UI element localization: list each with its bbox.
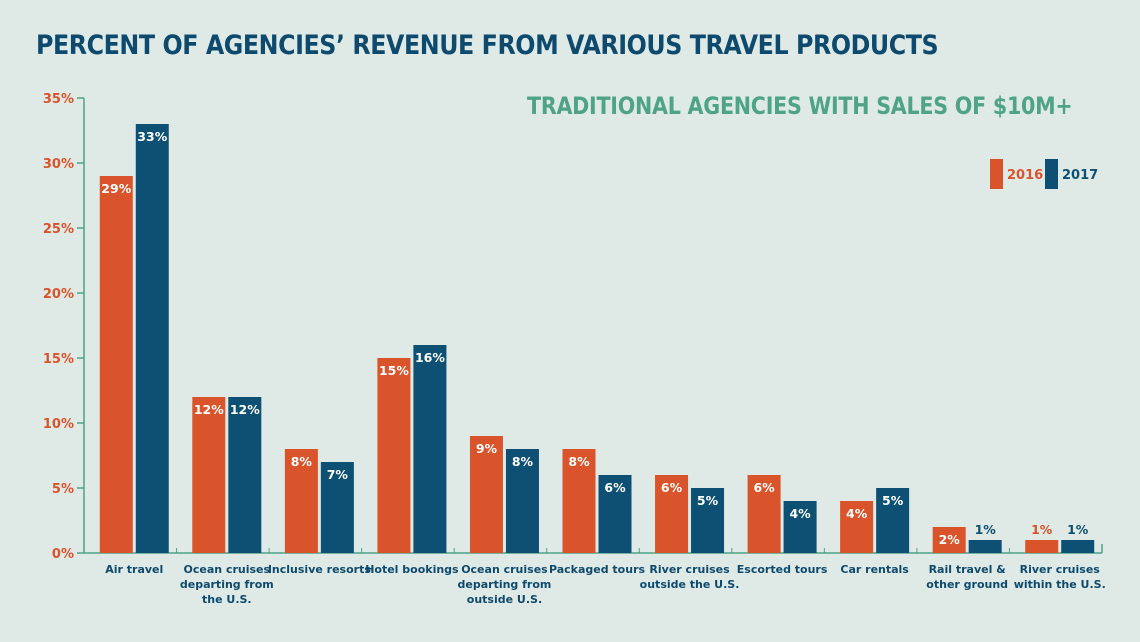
x-tick-label: Packaged tours bbox=[549, 563, 646, 576]
data-label: 8% bbox=[512, 454, 534, 469]
legend-swatch-2017 bbox=[1045, 159, 1058, 189]
data-label: 15% bbox=[379, 363, 409, 378]
data-label: 8% bbox=[568, 454, 590, 469]
x-tick-label: other ground bbox=[926, 578, 1008, 591]
y-tick-label: 25% bbox=[43, 222, 74, 237]
x-tick-label: Escorted tours bbox=[737, 563, 828, 576]
bar-2016 bbox=[377, 358, 411, 553]
x-tick-label: River cruises bbox=[649, 563, 730, 576]
bar-2017 bbox=[505, 449, 539, 553]
chart-subtitle: TRADITIONAL AGENCIES WITH SALES OF $10M+ bbox=[527, 92, 1073, 120]
bar-2017 bbox=[783, 501, 817, 553]
data-label: 16% bbox=[415, 350, 445, 365]
bar-2016 bbox=[469, 436, 503, 553]
data-label: 6% bbox=[604, 480, 626, 495]
x-tick-label: departing from bbox=[458, 578, 552, 591]
x-tick-label: Inclusive resorts bbox=[268, 563, 371, 576]
bar-2017 bbox=[598, 475, 632, 553]
bar-2017 bbox=[320, 462, 354, 553]
y-tick-label: 35% bbox=[43, 92, 74, 107]
bar-2016 bbox=[99, 176, 133, 553]
data-label: 7% bbox=[327, 467, 349, 482]
legend-swatch-2016 bbox=[990, 159, 1003, 189]
y-tick-label: 0% bbox=[52, 547, 74, 562]
x-tick-label: the U.S. bbox=[202, 593, 252, 606]
y-tick-label: 5% bbox=[52, 482, 74, 497]
data-label: 8% bbox=[291, 454, 313, 469]
data-label: 1% bbox=[1067, 522, 1089, 537]
bar-2016 bbox=[932, 527, 966, 553]
y-tick-label: 15% bbox=[43, 352, 74, 367]
bar-2016 bbox=[284, 449, 318, 553]
bar-2016 bbox=[192, 397, 226, 553]
x-tick-label: Car rentals bbox=[840, 563, 909, 576]
bar-2017 bbox=[228, 397, 262, 553]
y-tick-label: 10% bbox=[43, 417, 74, 432]
data-label: 5% bbox=[882, 493, 904, 508]
legend-label-2017: 2017 bbox=[1062, 168, 1098, 183]
x-tick-label: Rail travel & bbox=[929, 563, 1007, 576]
x-tick-label: River cruises bbox=[1020, 563, 1101, 576]
bar-2017 bbox=[691, 488, 725, 553]
x-tick-label: Ocean cruises bbox=[184, 563, 271, 576]
y-tick-label: 20% bbox=[43, 287, 74, 302]
data-label: 4% bbox=[789, 506, 811, 521]
data-label: 12% bbox=[230, 402, 260, 417]
x-tick-label: outside the U.S. bbox=[640, 578, 740, 591]
data-label: 1% bbox=[975, 522, 997, 537]
bar-2017 bbox=[413, 345, 447, 553]
data-label: 4% bbox=[846, 506, 868, 521]
bar-2017 bbox=[876, 488, 910, 553]
bar-2016 bbox=[840, 501, 874, 553]
bar-2016 bbox=[562, 449, 596, 553]
data-label: 12% bbox=[194, 402, 224, 417]
bar-2017 bbox=[135, 124, 169, 553]
bar-2017 bbox=[968, 540, 1002, 553]
bar-2016 bbox=[747, 475, 781, 553]
y-tick-label: 30% bbox=[43, 157, 74, 172]
bar-2016 bbox=[655, 475, 689, 553]
data-label: 6% bbox=[753, 480, 775, 495]
x-tick-label: Hotel bookings bbox=[365, 563, 459, 576]
x-tick-label: departing from bbox=[180, 578, 274, 591]
chart-title: PERCENT OF AGENCIES’ REVENUE FROM VARIOU… bbox=[36, 30, 939, 61]
data-label: 29% bbox=[101, 181, 131, 196]
bar-2017 bbox=[1061, 540, 1095, 553]
x-tick-label: Air travel bbox=[105, 563, 163, 576]
data-label: 5% bbox=[697, 493, 719, 508]
data-label: 9% bbox=[476, 441, 498, 456]
data-label: 2% bbox=[939, 532, 961, 547]
x-tick-label: Ocean cruises bbox=[461, 563, 548, 576]
x-tick-label: outside U.S. bbox=[467, 593, 542, 606]
bar-2016 bbox=[1025, 540, 1059, 553]
x-tick-label: within the U.S. bbox=[1014, 578, 1106, 591]
legend-label-2016: 2016 bbox=[1007, 168, 1043, 183]
data-label: 6% bbox=[661, 480, 683, 495]
data-label: 1% bbox=[1031, 522, 1053, 537]
data-label: 33% bbox=[137, 129, 167, 144]
